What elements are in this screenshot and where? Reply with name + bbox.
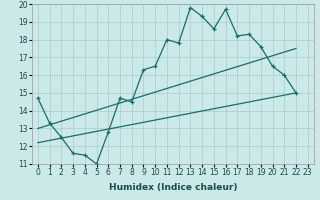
X-axis label: Humidex (Indice chaleur): Humidex (Indice chaleur): [108, 183, 237, 192]
